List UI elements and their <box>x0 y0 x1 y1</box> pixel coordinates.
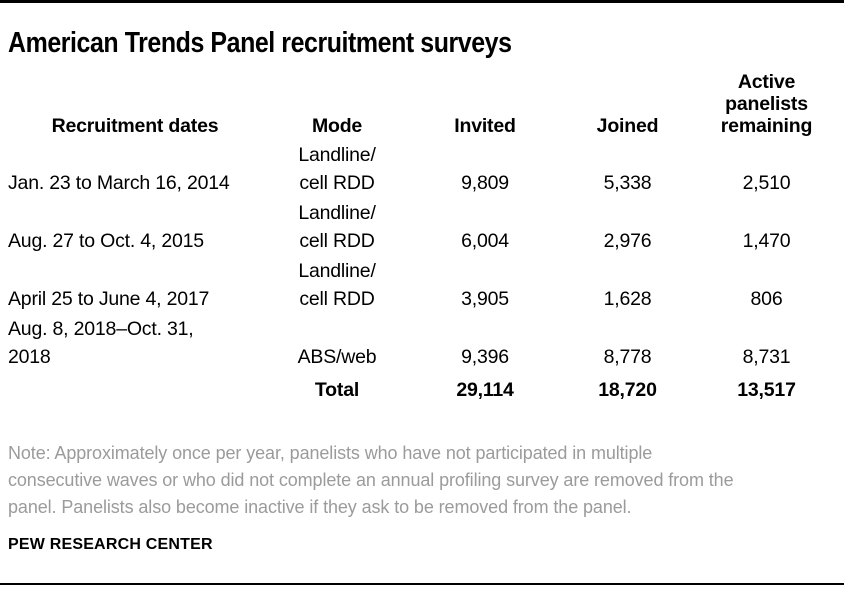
table-header-row: Recruitment dates Mode Invited Joined Ac… <box>8 58 836 142</box>
cell-total-invited: 29,114 <box>456 378 514 401</box>
page-title: American Trends Panel recruitment survey… <box>8 27 512 59</box>
column-header-joined: Joined <box>596 114 659 137</box>
top-accent-bar <box>0 0 844 3</box>
figure-note: Note: Approximately once per year, panel… <box>8 443 734 517</box>
cell-dates: Aug. 27 to Oct. 4, 2015 <box>8 229 204 252</box>
cell-remaining: 8,731 <box>742 345 791 368</box>
cell-remaining: 1,470 <box>742 229 791 252</box>
cell-mode: Landline/ cell RDD <box>298 202 376 252</box>
bottom-accent-bar <box>0 583 844 585</box>
cell-joined: 2,976 <box>603 229 652 252</box>
figure-content: American Trends Panel recruitment survey… <box>0 29 844 554</box>
cell-invited: 9,396 <box>461 345 509 368</box>
table-row: Jan. 23 to March 16, 2014 Landline/ cell… <box>8 142 836 200</box>
table-row: Aug. 8, 2018–Oct. 31, 2018 ABS/web 9,396… <box>8 316 836 374</box>
column-header-invited: Invited <box>454 114 516 137</box>
cell-joined: 5,338 <box>603 171 652 194</box>
recruitment-table: Recruitment dates Mode Invited Joined Ac… <box>8 58 836 410</box>
column-header-recruitment-dates: Recruitment dates <box>51 114 219 137</box>
table-row: Aug. 27 to Oct. 4, 2015 Landline/ cell R… <box>8 200 836 258</box>
cell-mode: ABS/web <box>297 345 377 368</box>
cell-total-spacer <box>8 374 262 410</box>
cell-dates: Jan. 23 to March 16, 2014 <box>8 171 230 194</box>
cell-invited: 9,809 <box>461 171 509 194</box>
cell-total-joined: 18,720 <box>598 378 657 401</box>
cell-dates: April 25 to June 4, 2017 <box>8 287 210 310</box>
cell-remaining: 2,510 <box>742 171 791 194</box>
cell-remaining: 806 <box>750 287 783 310</box>
cell-invited: 3,905 <box>461 287 509 310</box>
source-attribution: PEW RESEARCH CENTER <box>8 536 213 553</box>
cell-joined: 1,628 <box>603 287 652 310</box>
cell-total-remaining: 13,517 <box>737 378 796 401</box>
table-row: April 25 to June 4, 2017 Landline/ cell … <box>8 258 836 316</box>
column-header-active-panelists-remaining: Active panelists remaining <box>720 70 813 137</box>
cell-mode: Landline/ cell RDD <box>298 260 376 310</box>
cell-invited: 6,004 <box>461 229 509 252</box>
table-total-row: Total 29,114 18,720 13,517 <box>8 374 836 410</box>
cell-mode: Landline/ cell RDD <box>298 144 376 194</box>
column-header-mode: Mode <box>311 114 363 137</box>
cell-total-label: Total <box>314 378 360 401</box>
cell-joined: 8,778 <box>603 345 652 368</box>
cell-dates: Aug. 8, 2018–Oct. 31, 2018 <box>8 318 194 368</box>
